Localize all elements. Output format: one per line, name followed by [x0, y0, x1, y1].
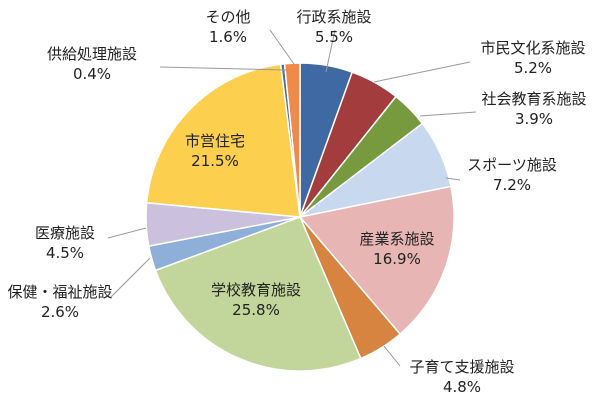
slice-label-1: 市民文化系施設 5.2% [480, 39, 585, 77]
slice-percent-label: 5.2% [514, 59, 552, 77]
pie-slice-6 [154, 216, 362, 372]
pie-slice-9 [145, 63, 301, 218]
slice-category-label: 市営住宅 [185, 132, 245, 150]
slice-label-10: 供給処理施設 0.4% [47, 45, 137, 83]
slice-labels: 行政系施設 5.5% 市民文化系施設 5.2% 社会教育系施設 3.9% スポーツ施設 7.2… [7, 8, 586, 396]
slice-label-4: 産業系施設 16.9% [359, 230, 434, 268]
slice-percent-label: 7.2% [493, 176, 531, 194]
slice-category-label: 子育て支援施設 [409, 358, 514, 376]
leader-line-0 [325, 29, 336, 73]
slice-category-label: 学校教育施設 [211, 281, 301, 299]
slice-percent-label: 3.9% [515, 110, 553, 128]
slices-layer [145, 62, 455, 372]
leader-line-5 [383, 345, 401, 367]
slice-percent-label: 5.5% [315, 28, 353, 46]
slice-category-label: その他 [205, 8, 250, 26]
slice-category-label: 社会教育系施設 [481, 90, 586, 108]
slice-label-2: 社会教育系施設 3.9% [481, 90, 586, 128]
slice-label-9: 市営住宅 21.5% [185, 132, 245, 170]
leader-line-2 [419, 111, 477, 117]
slice-label-0: 行政系施設 5.5% [296, 8, 371, 46]
slice-label-5: 子育て支援施設 4.8% [409, 358, 514, 396]
slice-percent-label: 4.5% [46, 244, 84, 262]
leader-line-11 [269, 29, 295, 65]
slice-label-11: その他 1.6% [205, 8, 250, 46]
slice-category-label: 保健・福祉施設 [7, 283, 112, 301]
pie-slice-4 [298, 185, 455, 336]
slice-percent-label: 2.6% [41, 303, 79, 321]
slice-category-label: 産業系施設 [359, 230, 434, 248]
slice-category-label: 行政系施設 [296, 8, 371, 26]
slice-percent-label: 25.8% [232, 301, 280, 319]
slice-label-3: スポーツ施設 7.2% [467, 156, 557, 194]
leader-line-10 [159, 66, 287, 71]
leader-line-1 [373, 61, 471, 83]
slice-label-7: 保健・福祉施設 2.6% [7, 283, 112, 321]
leader-lines [107, 29, 477, 367]
slice-category-label: 市民文化系施設 [480, 39, 585, 57]
leader-line-8 [107, 227, 147, 239]
slice-category-label: 医療施設 [35, 224, 95, 242]
slice-label-8: 医療施設 4.5% [35, 224, 95, 262]
leader-line-7 [110, 257, 151, 298]
slice-percent-label: 0.4% [73, 65, 111, 83]
slice-percent-label: 21.5% [191, 152, 239, 170]
slice-percent-label: 16.9% [373, 250, 421, 268]
slice-category-label: スポーツ施設 [467, 156, 557, 174]
leader-line-3 [445, 177, 461, 181]
pie-slice-11 [283, 62, 301, 218]
slice-percent-label: 1.6% [209, 28, 247, 46]
slice-percent-label: 4.8% [443, 378, 481, 396]
slice-label-6: 学校教育施設 25.8% [211, 281, 301, 319]
slice-category-label: 供給処理施設 [47, 45, 137, 63]
